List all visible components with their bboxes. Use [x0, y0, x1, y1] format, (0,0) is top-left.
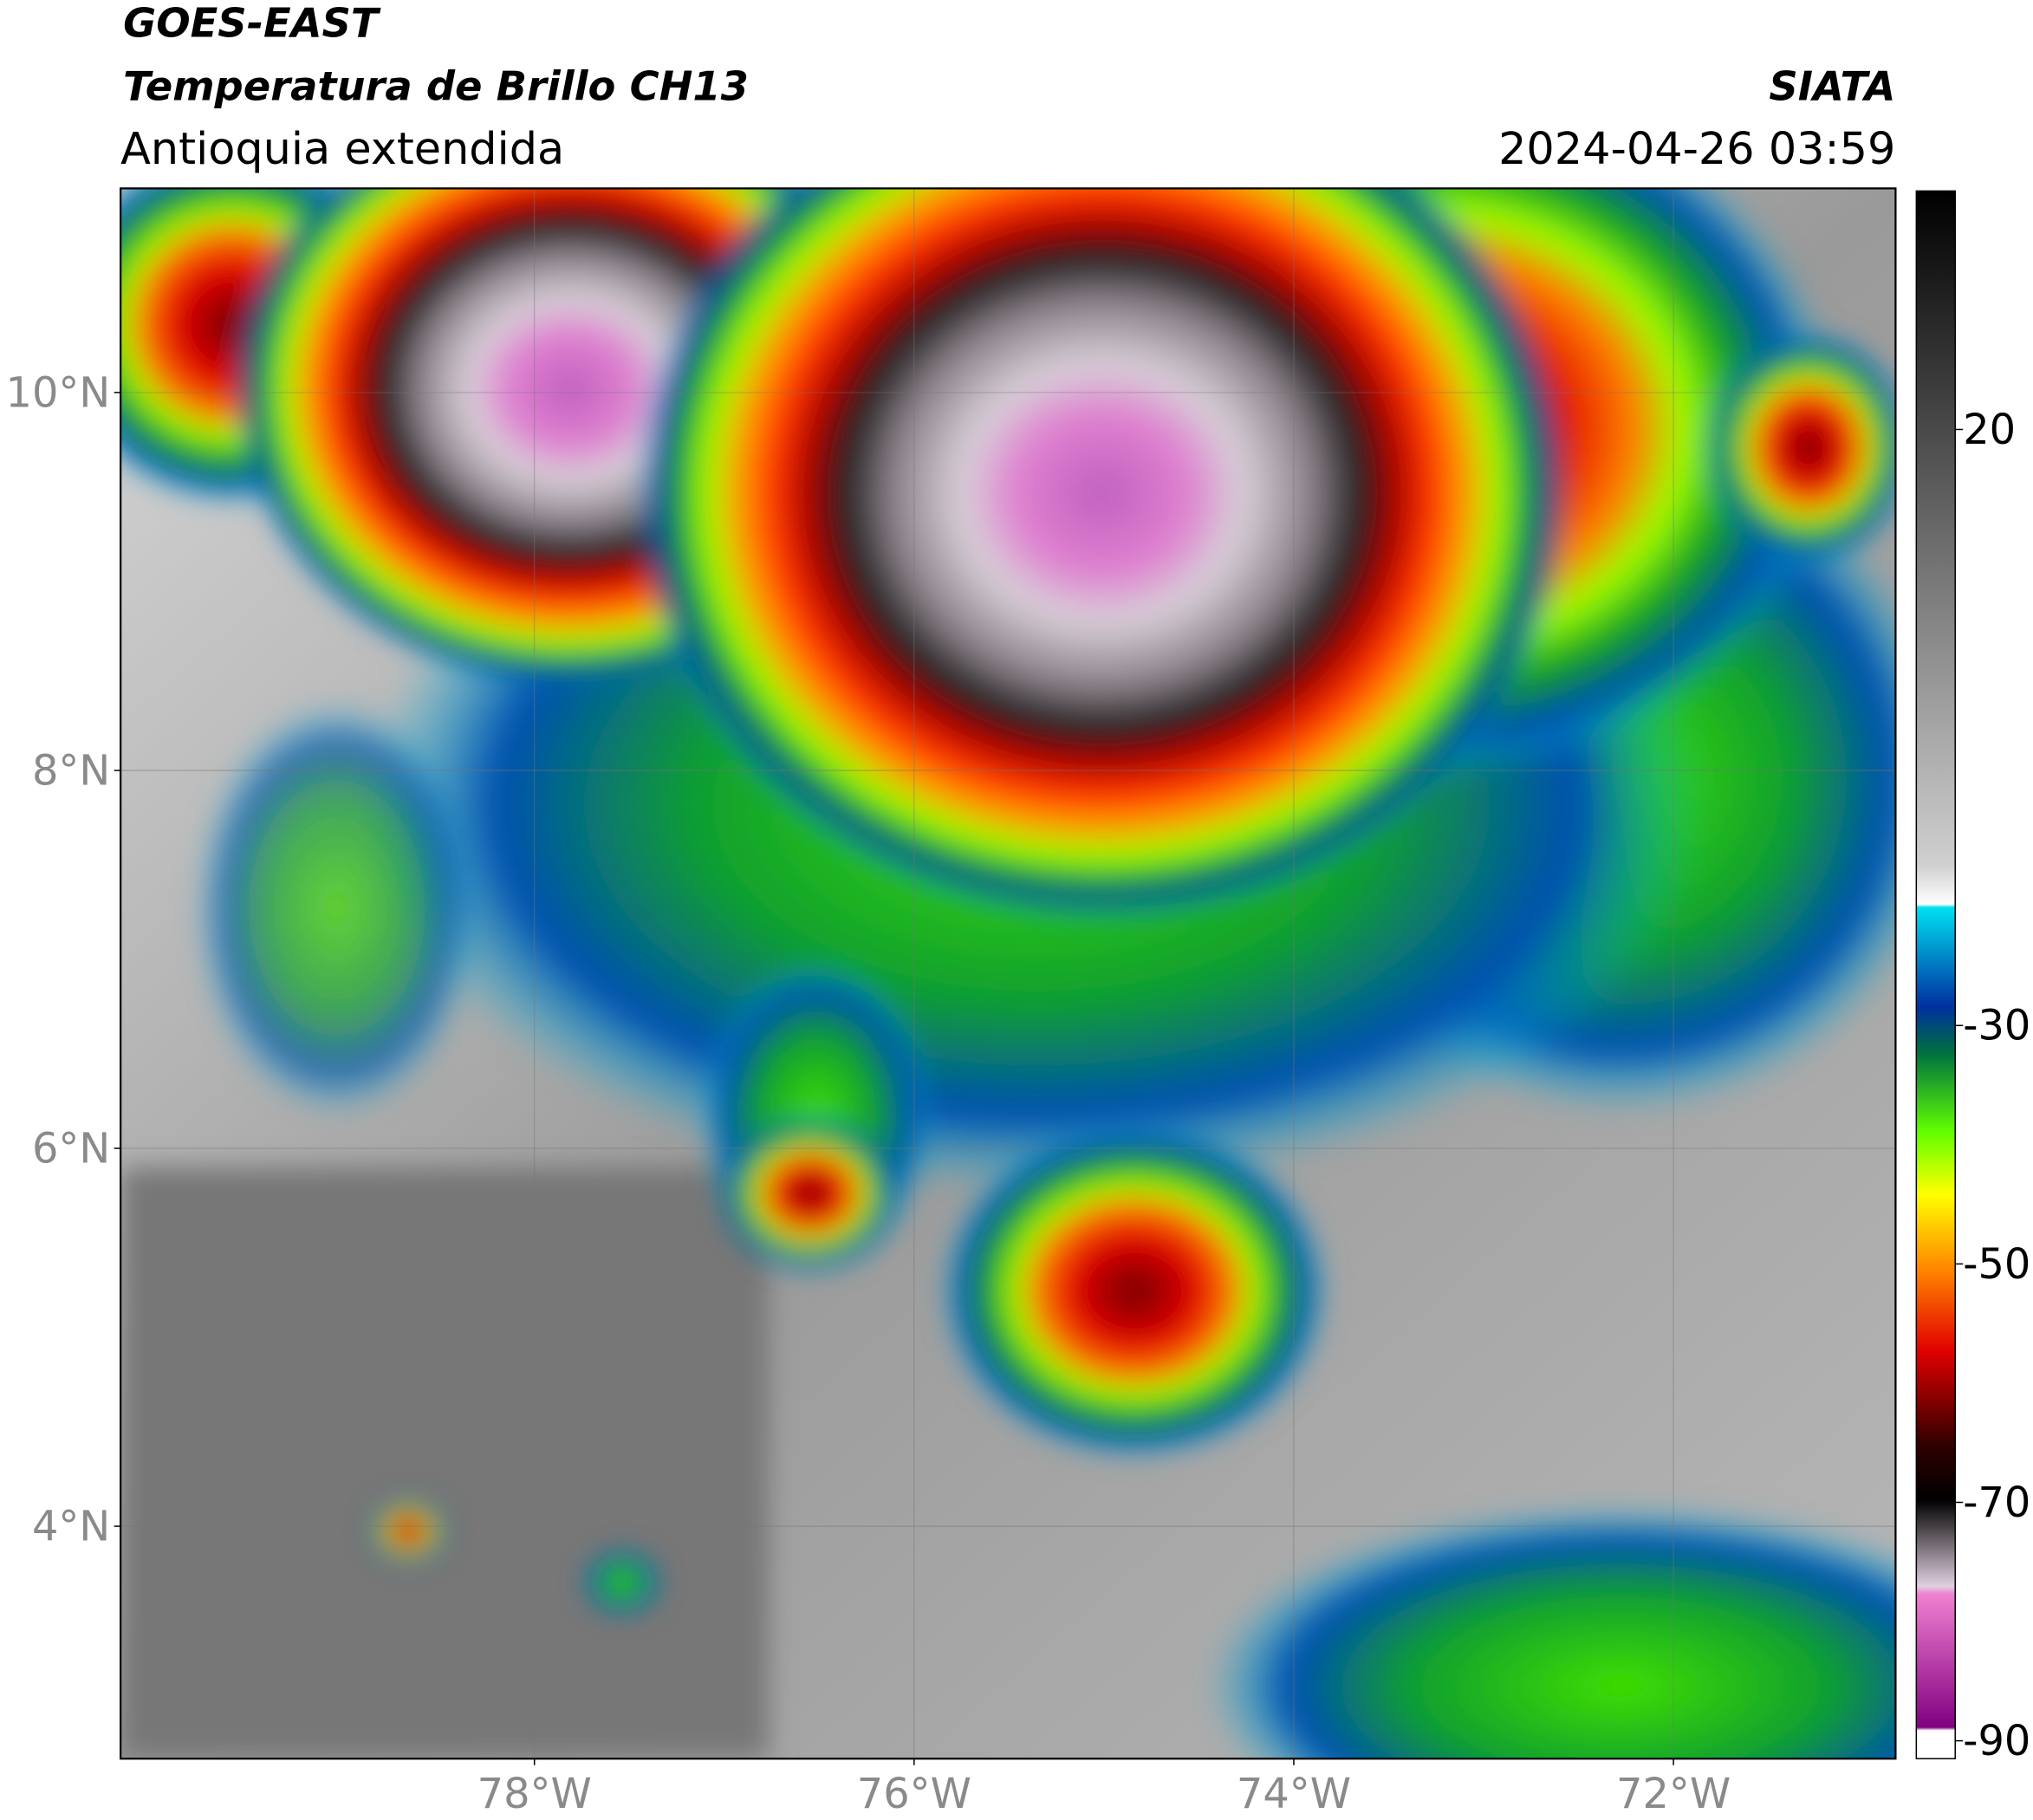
- colorbar-tick-label: -70: [1963, 1479, 2030, 1527]
- lon-tick-label: 78°W: [477, 1771, 592, 1818]
- title: GOES-EAST: [123, 0, 381, 46]
- lat-tick-label: 6°N: [32, 1125, 110, 1173]
- colorbar-tick-label: -30: [1963, 1003, 2030, 1050]
- graticule: [120, 188, 1896, 1759]
- lon-tick-label: 74°W: [1237, 1771, 1351, 1818]
- region: Antioquia extendida: [120, 123, 564, 174]
- lon-tick-label: 72°W: [1616, 1771, 1731, 1818]
- source: SIATA: [1769, 63, 1895, 110]
- map-frame: [120, 187, 1897, 1760]
- datetime: 2024-04-26 03:59: [1498, 123, 1895, 174]
- colorbar-tick-label: 20: [1963, 406, 2016, 454]
- lat-tick-label: 4°N: [32, 1504, 110, 1551]
- lon-tick-label: 76°W: [857, 1771, 971, 1818]
- satellite-image: [120, 188, 1896, 1759]
- colorbar: [1915, 190, 1956, 1759]
- colorbar-tick-label: -50: [1963, 1241, 2030, 1289]
- lat-tick-label: 10°N: [6, 369, 111, 417]
- lat-tick-label: 8°N: [32, 747, 110, 795]
- colorbar-tick-label: -90: [1963, 1718, 2030, 1765]
- subtitle: Temperatura de Brillo CH13: [123, 63, 749, 110]
